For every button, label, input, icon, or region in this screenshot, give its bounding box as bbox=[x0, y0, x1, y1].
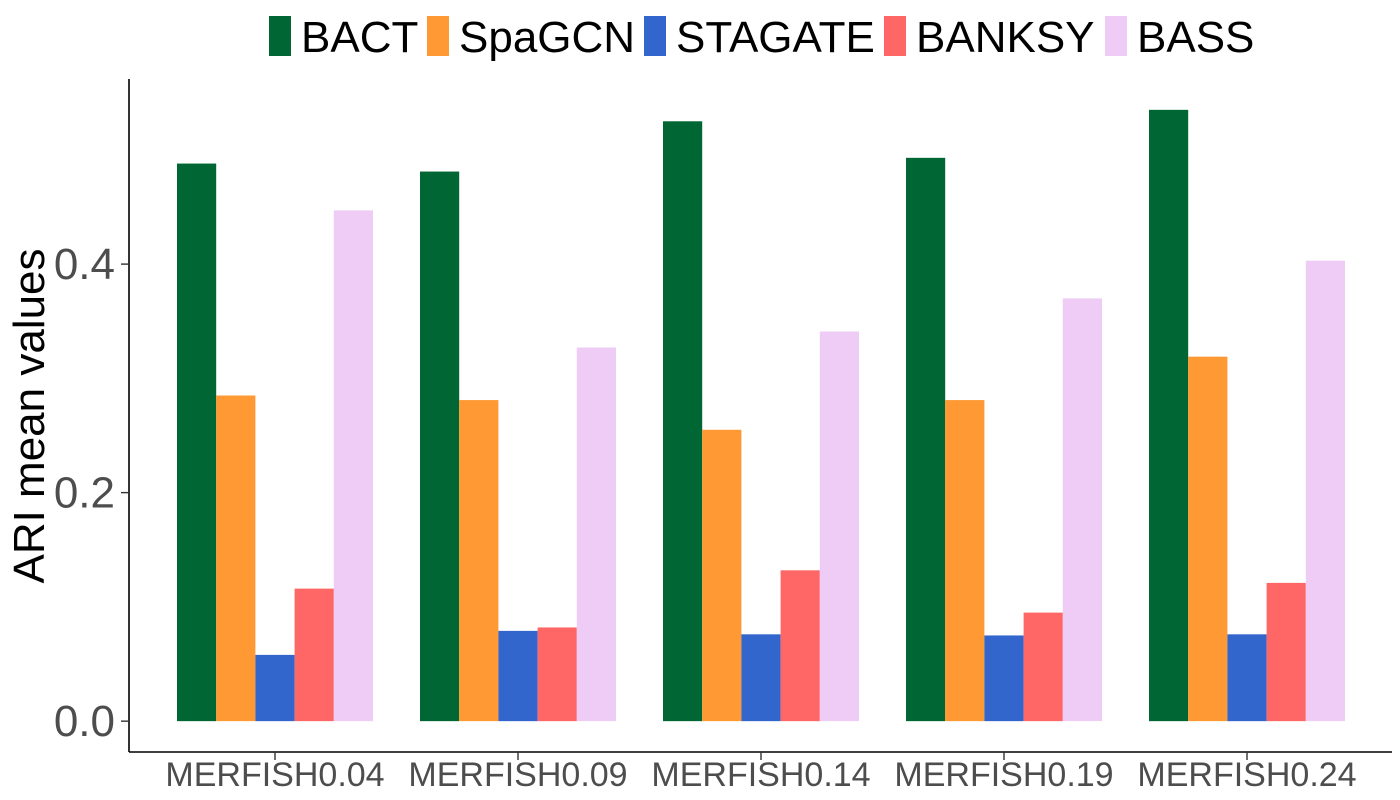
bar-stagate-merfish0.09 bbox=[498, 630, 538, 722]
bar-spagcn-merfish0.19 bbox=[945, 400, 985, 722]
legend: BACT SpaGCN STAGATE BANKSY BASS bbox=[269, 13, 1254, 62]
legend-swatch bbox=[644, 16, 666, 56]
x-tick-label: MERFISH0.04 bbox=[165, 756, 384, 794]
bar-stagate-merfish0.19 bbox=[984, 635, 1024, 722]
y-tick-label: 0.0 bbox=[54, 697, 115, 746]
bar-banksy-merfish0.24 bbox=[1266, 582, 1306, 722]
bar-banksy-merfish0.09 bbox=[537, 627, 577, 722]
y-tick-label: 0.4 bbox=[54, 240, 115, 289]
x-tick-label: MERFISH0.14 bbox=[651, 756, 870, 794]
bar-banksy-merfish0.14 bbox=[780, 570, 820, 722]
bar-bass-merfish0.24 bbox=[1305, 260, 1345, 722]
bar-bact-merfish0.14 bbox=[663, 121, 703, 722]
bar-banksy-merfish0.04 bbox=[294, 588, 334, 722]
legend-label: BASS bbox=[1137, 13, 1254, 62]
bar-spagcn-merfish0.24 bbox=[1188, 356, 1228, 722]
bar-bact-merfish0.19 bbox=[906, 157, 946, 722]
legend-swatch bbox=[1105, 16, 1127, 56]
bar-spagcn-merfish0.09 bbox=[459, 400, 499, 722]
legend-label: SpaGCN bbox=[459, 13, 635, 62]
legend-item-bact: BACT bbox=[269, 13, 418, 62]
x-tick-label: MERFISH0.09 bbox=[408, 756, 627, 794]
x-tick-label: MERFISH0.19 bbox=[894, 756, 1113, 794]
bar-stagate-merfish0.04 bbox=[255, 654, 295, 722]
bar-bass-merfish0.04 bbox=[333, 210, 373, 722]
bars bbox=[177, 109, 1345, 722]
bar-spagcn-merfish0.14 bbox=[702, 429, 742, 722]
bar-spagcn-merfish0.04 bbox=[216, 395, 256, 722]
legend-label: BANKSY bbox=[916, 13, 1095, 62]
legend-swatch bbox=[269, 16, 291, 56]
legend-swatch bbox=[427, 16, 449, 56]
bar-bact-merfish0.09 bbox=[420, 171, 460, 722]
bar-stagate-merfish0.24 bbox=[1227, 634, 1267, 722]
x-ticks: MERFISH0.04 MERFISH0.09 MERFISH0.14 MERFISH… bbox=[165, 752, 1357, 794]
bar-banksy-merfish0.19 bbox=[1023, 612, 1063, 722]
bar-bass-merfish0.09 bbox=[576, 347, 616, 722]
legend-item-stagate: STAGATE bbox=[644, 13, 875, 62]
y-axis-label: ARI mean values bbox=[5, 248, 54, 583]
y-ticks: 0.0 0.2 0.4 bbox=[54, 240, 129, 746]
bar-bass-merfish0.19 bbox=[1062, 298, 1102, 722]
legend-item-bass: BASS bbox=[1105, 13, 1254, 62]
bar-bact-merfish0.04 bbox=[177, 163, 217, 722]
legend-item-spagcn: SpaGCN bbox=[427, 13, 635, 62]
legend-item-banksy: BANKSY bbox=[884, 13, 1095, 62]
legend-label: STAGATE bbox=[676, 13, 875, 62]
legend-label: BACT bbox=[301, 13, 418, 62]
bar-bact-merfish0.24 bbox=[1149, 109, 1189, 722]
y-tick-label: 0.2 bbox=[54, 469, 115, 518]
bar-stagate-merfish0.14 bbox=[741, 634, 781, 722]
legend-swatch bbox=[884, 16, 906, 56]
bar-bass-merfish0.14 bbox=[819, 331, 859, 722]
x-tick-label: MERFISH0.24 bbox=[1137, 756, 1356, 794]
